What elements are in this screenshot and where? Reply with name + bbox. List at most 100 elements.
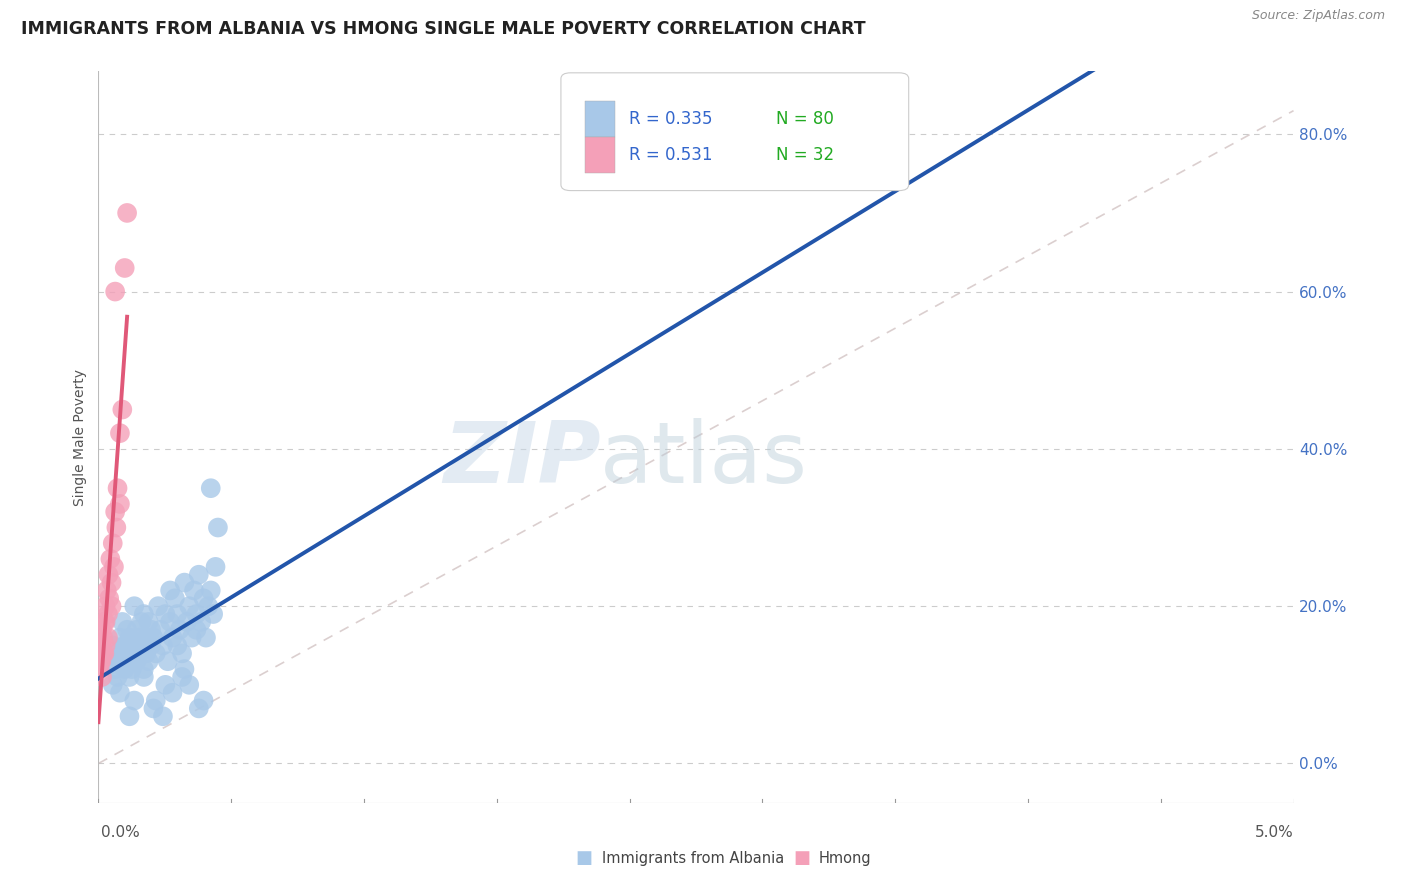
- Point: [166, 639, 188, 653]
- Point: [93, 615, 115, 629]
- Point: [135, 631, 157, 645]
- Point: [132, 607, 155, 621]
- Point: [169, 623, 191, 637]
- Point: [94, 639, 117, 653]
- Point: [90, 654, 112, 668]
- Point: [118, 631, 141, 645]
- Point: [101, 639, 124, 653]
- Point: [121, 646, 143, 660]
- Text: Hmong: Hmong: [818, 851, 870, 865]
- Point: [195, 631, 218, 645]
- Point: [118, 709, 141, 723]
- Point: [100, 552, 122, 566]
- Point: [125, 623, 148, 637]
- Point: [207, 520, 229, 534]
- Point: [114, 662, 136, 676]
- Point: [125, 654, 148, 668]
- Point: [108, 654, 131, 668]
- Point: [97, 567, 120, 582]
- Point: [176, 615, 198, 629]
- Point: [135, 646, 157, 660]
- Text: atlas: atlas: [600, 417, 808, 500]
- Point: [193, 591, 215, 606]
- Text: 0.0%: 0.0%: [101, 825, 141, 840]
- Point: [152, 709, 174, 723]
- Point: [100, 599, 122, 614]
- Point: [131, 639, 153, 653]
- Text: R = 0.335: R = 0.335: [628, 110, 713, 128]
- Point: [108, 631, 131, 645]
- Point: [163, 591, 186, 606]
- Point: [193, 693, 215, 707]
- Point: [107, 481, 129, 495]
- Point: [93, 646, 115, 660]
- Text: ZIP: ZIP: [443, 417, 600, 500]
- Point: [173, 575, 195, 590]
- Point: [108, 686, 131, 700]
- Point: [179, 599, 201, 614]
- Point: [132, 662, 155, 676]
- Point: [124, 693, 146, 707]
- Text: Source: ZipAtlas.com: Source: ZipAtlas.com: [1251, 9, 1385, 22]
- Point: [173, 662, 195, 676]
- Text: 5.0%: 5.0%: [1254, 825, 1294, 840]
- Point: [91, 670, 114, 684]
- Point: [186, 607, 208, 621]
- Point: [94, 599, 117, 614]
- Point: [97, 654, 120, 668]
- Point: [104, 662, 127, 676]
- Point: [103, 559, 125, 574]
- Point: [139, 639, 162, 653]
- Point: [180, 631, 202, 645]
- Text: R = 0.531: R = 0.531: [628, 146, 713, 164]
- Point: [114, 260, 136, 275]
- Y-axis label: Single Male Poverty: Single Male Poverty: [73, 368, 87, 506]
- Point: [121, 662, 143, 676]
- Point: [149, 623, 172, 637]
- Point: [172, 670, 194, 684]
- Point: [111, 646, 134, 660]
- Point: [90, 639, 112, 653]
- Point: [202, 607, 225, 621]
- Point: [204, 559, 226, 574]
- Point: [104, 285, 127, 299]
- Point: [100, 575, 122, 590]
- Point: [190, 615, 212, 629]
- FancyBboxPatch shape: [561, 73, 908, 191]
- Point: [128, 646, 150, 660]
- Point: [97, 607, 120, 621]
- Point: [118, 670, 141, 684]
- Point: [124, 639, 146, 653]
- Point: [90, 654, 112, 668]
- Point: [155, 607, 177, 621]
- Point: [111, 402, 134, 417]
- Point: [89, 662, 111, 676]
- Point: [115, 623, 138, 637]
- Point: [93, 646, 115, 660]
- Point: [148, 599, 170, 614]
- Point: [124, 599, 146, 614]
- Point: [187, 567, 209, 582]
- Point: [142, 701, 165, 715]
- Point: [131, 615, 153, 629]
- Point: [115, 206, 138, 220]
- Point: [187, 701, 209, 715]
- Point: [107, 670, 129, 684]
- Point: [138, 615, 160, 629]
- Point: [94, 615, 117, 629]
- Point: [101, 678, 124, 692]
- Point: [132, 670, 155, 684]
- Point: [172, 646, 194, 660]
- Point: [91, 631, 114, 645]
- Text: IMMIGRANTS FROM ALBANIA VS HMONG SINGLE MALE POVERTY CORRELATION CHART: IMMIGRANTS FROM ALBANIA VS HMONG SINGLE …: [21, 20, 866, 37]
- Point: [138, 654, 160, 668]
- Point: [179, 678, 201, 692]
- Point: [115, 654, 138, 668]
- Point: [98, 591, 121, 606]
- Point: [162, 631, 184, 645]
- Point: [101, 536, 124, 550]
- Point: [96, 583, 118, 598]
- Point: [155, 678, 177, 692]
- Point: [111, 615, 134, 629]
- Point: [152, 639, 174, 653]
